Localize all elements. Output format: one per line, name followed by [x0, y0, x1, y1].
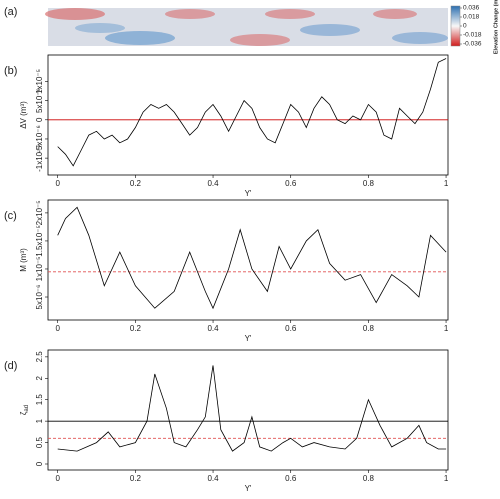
x-tick-label: 0.6 [285, 324, 297, 333]
panel-label: (b) [4, 65, 17, 77]
colorbar-label: Elevation Change (m) [493, 0, 499, 54]
colorbar-tick-label: 0 [463, 23, 467, 30]
y-tick-label: 0.5 [35, 436, 44, 448]
y-tick-label: 5x10⁻⁶ [35, 285, 44, 310]
panel-label: (c) [4, 210, 17, 222]
x-axis-label: Y' [245, 484, 252, 493]
x-tick-label: 0 [55, 324, 60, 333]
y-axis-label-main: M (m³) [19, 248, 28, 272]
x-tick-label: 0.6 [285, 179, 297, 188]
data-line [57, 206, 447, 310]
colorbar-tick-label: 0.036 [463, 5, 480, 12]
y-axis-label-sub: ad [24, 405, 30, 412]
data-line [57, 58, 447, 167]
elevation-map [45, 8, 448, 46]
x-tick-label: 0 [55, 179, 60, 188]
y-tick-label: -5x10⁻⁶ [35, 125, 44, 153]
y-tick-label: -1x10⁻⁵ [35, 144, 44, 172]
x-tick-label: 0.8 [363, 179, 375, 188]
panel-label: (d) [4, 360, 17, 372]
y-tick-label: 1.5 [35, 394, 44, 406]
y-tick-label: 1x10⁻⁵ [35, 69, 44, 94]
data-line [57, 365, 447, 452]
y-axis-label: ζad [19, 405, 29, 415]
y-tick-label: 0 [35, 117, 44, 122]
x-tick-label: 0.2 [130, 474, 142, 483]
y-axis-label: M (m³) [19, 248, 28, 272]
x-tick-label: 0.8 [363, 324, 375, 333]
panel-label: (a) [4, 6, 17, 18]
y-tick-label: 5x10⁻⁶ [35, 88, 44, 113]
colorbar [450, 5, 461, 47]
plot-frame [47, 54, 449, 176]
x-tick-label: 0.2 [130, 179, 142, 188]
x-tick-label: 0.4 [207, 324, 219, 333]
colorbar-tick-label: -0.036 [463, 41, 482, 48]
x-tick-label: 1 [444, 324, 449, 333]
colorbar-tick-label: -0.018 [463, 32, 482, 39]
y-axis-label-main: ΔV (m³) [19, 101, 28, 129]
x-tick-label: 0.6 [285, 474, 297, 483]
x-tick-label: 0 [55, 474, 60, 483]
x-tick-label: 0.8 [363, 474, 375, 483]
x-tick-label: 0.2 [130, 324, 142, 333]
y-tick-label: 2 [35, 376, 44, 381]
x-tick-label: 1 [444, 474, 449, 483]
x-tick-label: 1 [444, 179, 449, 188]
plot-frame [47, 199, 449, 321]
colorbar-tick-label: 0.018 [463, 14, 480, 21]
plot-frame [47, 349, 449, 471]
x-tick-label: 0.4 [207, 179, 219, 188]
y-axis-label: ΔV (m³) [19, 101, 28, 129]
y-tick-label: 0 [35, 461, 44, 466]
x-axis-label: Y' [245, 189, 252, 198]
y-tick-label: 2x10⁻⁵ [35, 200, 44, 225]
y-tick-label: 1.5x10⁻⁵ [35, 225, 44, 257]
y-axis-label-main: ζ [19, 411, 28, 415]
y-tick-label: 2.5 [35, 351, 44, 363]
x-tick-label: 0.4 [207, 474, 219, 483]
y-tick-label: 1 [35, 418, 44, 423]
x-axis-label: Y' [245, 334, 252, 343]
y-tick-label: 1x10⁻⁵ [35, 257, 44, 282]
